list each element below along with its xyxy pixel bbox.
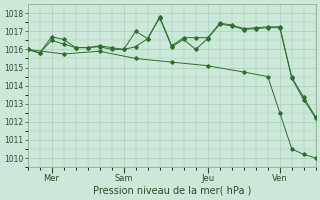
X-axis label: Pression niveau de la mer( hPa ): Pression niveau de la mer( hPa ) bbox=[92, 186, 251, 196]
